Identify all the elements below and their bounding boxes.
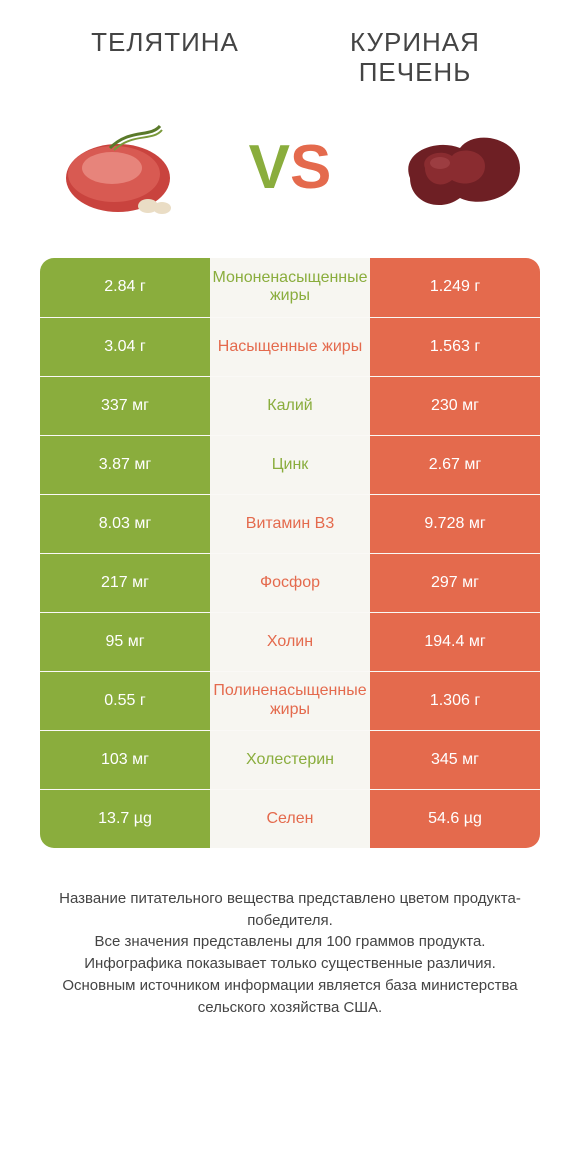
- value-right: 1.563 г: [370, 318, 540, 376]
- vs-s: S: [290, 133, 331, 202]
- value-right: 194.4 мг: [370, 613, 540, 671]
- table-row: 13.7 µgСелен54.6 µg: [40, 789, 540, 848]
- header: ТЕЛЯТИНА КУРИНАЯ ПЕЧЕНЬ: [0, 0, 580, 98]
- nutrient-label: Витамин B3: [210, 495, 370, 553]
- value-right: 54.6 µg: [370, 790, 540, 848]
- table-row: 2.84 гМононенасыщенные жиры1.249 г: [40, 258, 540, 317]
- table-row: 103 мгХолестерин345 мг: [40, 730, 540, 789]
- nutrient-label: Полиненасыщенные жиры: [210, 672, 370, 730]
- footnote: Название питательного вещества представл…: [30, 888, 550, 1019]
- value-right: 1.306 г: [370, 672, 540, 730]
- value-right: 297 мг: [370, 554, 540, 612]
- nutrient-label: Холин: [210, 613, 370, 671]
- value-right: 2.67 мг: [370, 436, 540, 494]
- table-row: 0.55 гПолиненасыщенные жиры1.306 г: [40, 671, 540, 730]
- value-left: 3.87 мг: [40, 436, 210, 494]
- veal-image: [40, 108, 200, 228]
- nutrient-label: Холестерин: [210, 731, 370, 789]
- nutrient-label: Калий: [210, 377, 370, 435]
- value-left: 217 мг: [40, 554, 210, 612]
- nutrient-label: Насыщенные жиры: [210, 318, 370, 376]
- footnote-line-3: Инфографика показывает только существенн…: [30, 953, 550, 975]
- header-right: КУРИНАЯ ПЕЧЕНЬ: [290, 28, 540, 88]
- footnote-line-4: Основным источником информации является …: [30, 975, 550, 1019]
- value-right: 1.249 г: [370, 258, 540, 317]
- liver-image: [380, 108, 540, 228]
- left-product-title: ТЕЛЯТИНА: [40, 28, 290, 58]
- value-left: 8.03 мг: [40, 495, 210, 553]
- table-row: 3.04 гНасыщенные жиры1.563 г: [40, 317, 540, 376]
- value-left: 103 мг: [40, 731, 210, 789]
- value-left: 337 мг: [40, 377, 210, 435]
- vs-label: VS: [249, 132, 332, 203]
- value-left: 0.55 г: [40, 672, 210, 730]
- footnote-line-2: Все значения представлены для 100 граммо…: [30, 931, 550, 953]
- value-left: 2.84 г: [40, 258, 210, 317]
- value-left: 3.04 г: [40, 318, 210, 376]
- table-row: 8.03 мгВитамин B39.728 мг: [40, 494, 540, 553]
- value-right: 345 мг: [370, 731, 540, 789]
- vs-v: V: [249, 133, 290, 202]
- header-left: ТЕЛЯТИНА: [40, 28, 290, 58]
- vs-row: VS: [0, 98, 580, 258]
- nutrient-label: Фосфор: [210, 554, 370, 612]
- footnote-line-1: Название питательного вещества представл…: [30, 888, 550, 932]
- right-product-title: КУРИНАЯ ПЕЧЕНЬ: [290, 28, 540, 88]
- table-row: 3.87 мгЦинк2.67 мг: [40, 435, 540, 494]
- value-right: 230 мг: [370, 377, 540, 435]
- value-right: 9.728 мг: [370, 495, 540, 553]
- value-left: 13.7 µg: [40, 790, 210, 848]
- nutrient-label: Селен: [210, 790, 370, 848]
- value-left: 95 мг: [40, 613, 210, 671]
- nutrient-label: Цинк: [210, 436, 370, 494]
- table-row: 217 мгФосфор297 мг: [40, 553, 540, 612]
- nutrient-label: Мононенасыщенные жиры: [210, 258, 370, 317]
- table-row: 95 мгХолин194.4 мг: [40, 612, 540, 671]
- comparison-table: 2.84 гМононенасыщенные жиры1.249 г3.04 г…: [40, 258, 540, 848]
- table-row: 337 мгКалий230 мг: [40, 376, 540, 435]
